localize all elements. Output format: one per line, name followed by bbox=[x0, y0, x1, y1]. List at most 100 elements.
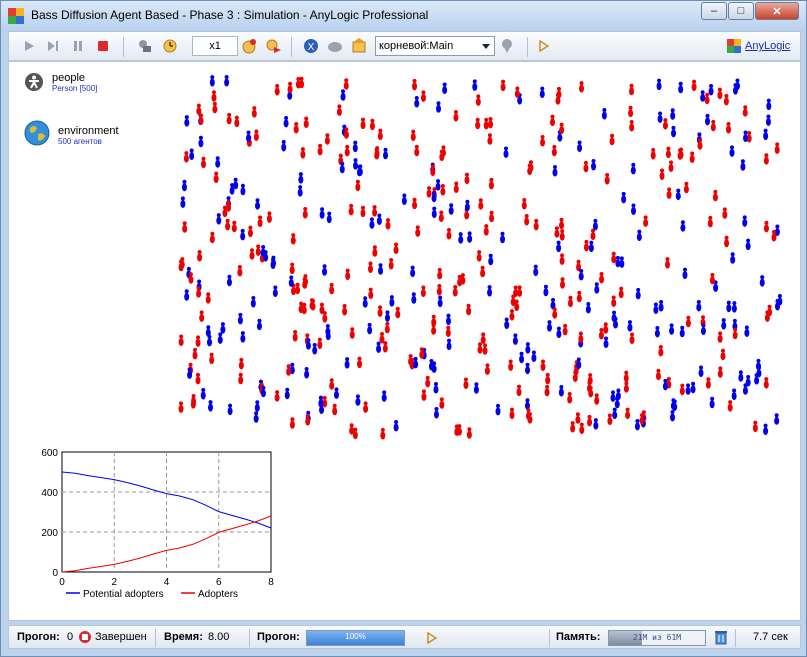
view-icon[interactable] bbox=[500, 38, 516, 54]
agent-figure bbox=[233, 177, 239, 190]
minimize-button[interactable]: – bbox=[701, 2, 727, 20]
agent-figure bbox=[720, 348, 726, 361]
trash-icon[interactable] bbox=[714, 629, 728, 645]
agent-figure bbox=[284, 387, 290, 400]
agent-figure bbox=[431, 190, 437, 203]
close-button[interactable]: ✕ bbox=[755, 2, 799, 20]
agent-figure bbox=[655, 368, 661, 381]
agent-figure bbox=[578, 331, 584, 344]
elapsed-time: 7.7 сек bbox=[753, 631, 788, 643]
agent-figure bbox=[333, 387, 339, 399]
stop-icon[interactable] bbox=[95, 38, 111, 54]
agent-figure bbox=[178, 334, 184, 347]
time-mode-icon[interactable] bbox=[162, 38, 178, 54]
run-icon[interactable] bbox=[21, 38, 37, 54]
agent-figure bbox=[412, 78, 418, 91]
model-object-environment[interactable]: environment 500 агентов bbox=[24, 120, 119, 147]
agent-figure bbox=[255, 198, 261, 210]
agent-figure bbox=[475, 117, 481, 130]
agent-figure bbox=[742, 215, 748, 227]
adopters-chart: 0 2 4 6 8 0 200 400 600 Potential adopters Adopte… bbox=[41, 448, 274, 600]
agent-figure bbox=[178, 259, 184, 272]
agent-figure bbox=[668, 160, 674, 172]
agent-figure bbox=[300, 147, 306, 159]
agent-figure bbox=[453, 181, 459, 194]
agent-figure bbox=[763, 153, 769, 165]
agent-figure bbox=[453, 110, 459, 122]
agent-figure bbox=[317, 337, 323, 350]
play-small-icon[interactable] bbox=[426, 632, 438, 644]
maximize-button[interactable]: □ bbox=[728, 2, 754, 20]
agent-figure bbox=[653, 302, 659, 315]
agent-figure bbox=[251, 106, 257, 118]
agent-figure bbox=[408, 354, 414, 366]
agent-figure bbox=[488, 177, 494, 190]
agent-figure bbox=[362, 296, 368, 308]
anylogic-link[interactable]: AnyLogic bbox=[727, 38, 790, 54]
agent-figure bbox=[576, 259, 582, 272]
experiment-selector[interactable]: корневой:Main bbox=[375, 36, 495, 56]
agent-figure bbox=[274, 390, 280, 402]
agent-figure bbox=[691, 79, 697, 92]
faster-icon[interactable] bbox=[265, 38, 281, 54]
agent-figure bbox=[685, 383, 691, 395]
agent-figure bbox=[412, 197, 418, 210]
step-icon[interactable] bbox=[45, 38, 61, 54]
slower-icon[interactable] bbox=[241, 38, 257, 54]
agent-figure bbox=[289, 262, 295, 275]
agent-figure bbox=[777, 294, 783, 306]
title-bar: Bass Diffusion Agent Based - Phase 3 : S… bbox=[1, 1, 806, 31]
agent-figure bbox=[636, 229, 642, 242]
x-tick-label: 0 bbox=[59, 577, 65, 588]
run-until-icon[interactable] bbox=[137, 38, 153, 54]
agent-figure bbox=[389, 295, 395, 307]
agent-figure bbox=[662, 118, 668, 130]
svg-text:X: X bbox=[308, 42, 315, 53]
y-tick-label: 200 bbox=[41, 528, 58, 539]
navigate-icon[interactable]: X bbox=[303, 38, 319, 54]
agent-figure bbox=[283, 115, 289, 128]
home-icon[interactable] bbox=[351, 38, 367, 54]
agent-figure bbox=[554, 226, 560, 238]
agent-figure bbox=[181, 179, 187, 192]
progress-text: 100% bbox=[345, 632, 366, 641]
pause-icon[interactable] bbox=[70, 38, 86, 54]
agent-figure bbox=[439, 397, 445, 409]
agent-figure bbox=[426, 186, 432, 198]
agent-figure bbox=[738, 370, 744, 382]
agent-figure bbox=[656, 78, 662, 91]
agent-figure bbox=[705, 377, 711, 389]
agent-figure bbox=[437, 295, 443, 308]
agent-icon[interactable] bbox=[327, 38, 343, 54]
window-title: Bass Diffusion Agent Based - Phase 3 : S… bbox=[31, 8, 429, 22]
agent-figure bbox=[717, 366, 723, 378]
model-canvas[interactable]: people Person [500] environment 500 аген… bbox=[8, 61, 801, 621]
agent-figure bbox=[504, 317, 510, 330]
agent-figure bbox=[766, 98, 772, 111]
agent-figure bbox=[484, 363, 490, 375]
agent-figure bbox=[200, 388, 206, 400]
selector-icon[interactable] bbox=[536, 38, 552, 54]
agent-figure bbox=[329, 282, 335, 295]
agent-figure bbox=[567, 392, 573, 404]
agent-figure bbox=[216, 213, 222, 225]
model-object-people[interactable]: people Person [500] bbox=[24, 72, 97, 94]
agent-figure bbox=[270, 257, 276, 270]
agent-figure bbox=[454, 424, 460, 436]
agent-figure bbox=[689, 151, 695, 163]
agent-figure bbox=[727, 400, 733, 412]
agent-figure bbox=[560, 277, 566, 289]
agent-figure bbox=[613, 317, 619, 329]
agent-figure bbox=[682, 267, 688, 280]
agent-figure bbox=[586, 380, 592, 393]
agent-figure bbox=[448, 203, 454, 215]
agent-figure bbox=[628, 105, 634, 118]
agent-figure bbox=[588, 240, 594, 253]
agent-figure bbox=[509, 309, 515, 321]
agent-figure bbox=[298, 172, 304, 184]
object-detail: 500 агентов bbox=[58, 137, 102, 146]
agent-figure bbox=[343, 78, 349, 90]
agent-figure bbox=[514, 299, 520, 312]
agent-figure bbox=[229, 183, 235, 195]
agent-figure bbox=[240, 331, 246, 343]
